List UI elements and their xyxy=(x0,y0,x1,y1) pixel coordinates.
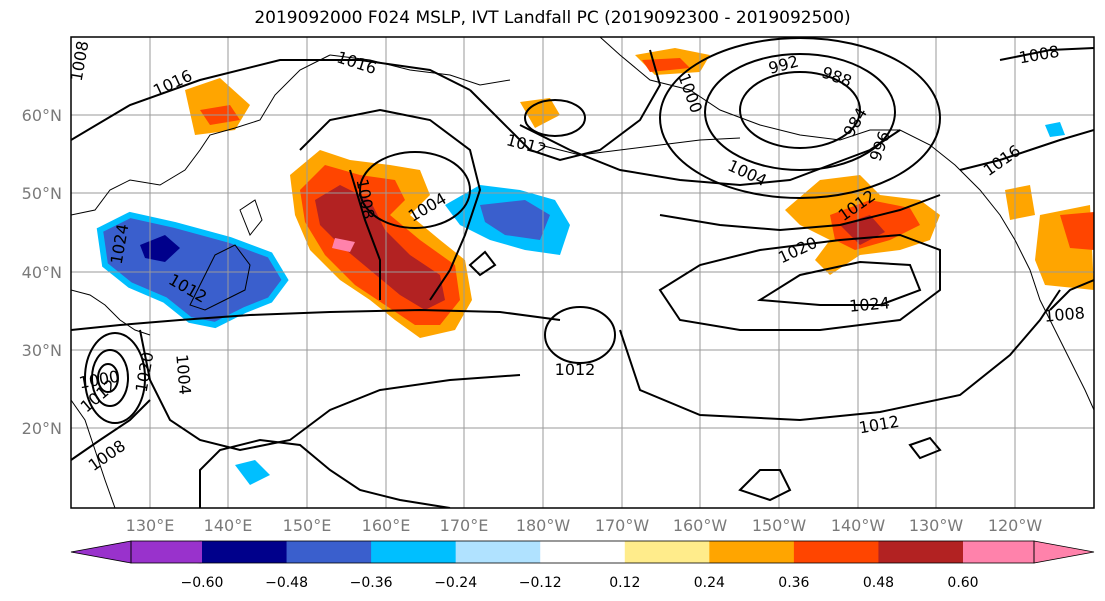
longitude-label: 130°E xyxy=(126,516,175,535)
colorbar-tick-label: −0.24 xyxy=(434,575,477,591)
isobar-label: 1024 xyxy=(848,293,890,315)
isobar-label: 996 xyxy=(866,129,894,164)
colorbar-tick-label: 0.12 xyxy=(609,575,640,591)
longitude-label: 180°W xyxy=(516,516,571,535)
longitude-label: 160°E xyxy=(362,516,411,535)
isobar-label: 1004 xyxy=(172,353,194,395)
latitude-label: 60°N xyxy=(22,106,62,125)
latitude-labels: 60°N 50°N 40°N 30°N 20°N xyxy=(22,106,62,438)
latitude-label: 30°N xyxy=(22,341,62,360)
colorbar-extend-high xyxy=(1033,540,1095,564)
isobar-label: 1008 xyxy=(85,436,129,475)
colorbar-tick-label: −0.48 xyxy=(265,575,308,591)
colorbar-tick-labels: −0.60 −0.48 −0.36 −0.24 −0.12 0.12 0.24 0.36 0.4… xyxy=(181,575,979,591)
longitude-label: 160°W xyxy=(673,516,728,535)
isobar-label: 1016 xyxy=(334,47,379,78)
colorbar-segment xyxy=(709,541,795,563)
colorbar-extend-low-outline xyxy=(70,540,132,564)
colorbar-tick-label: −0.36 xyxy=(350,575,393,591)
graticule xyxy=(71,37,1094,508)
colorbar-segment xyxy=(963,541,1034,563)
colorbar-segment xyxy=(131,541,202,563)
longitude-labels: 130°E 140°E 150°E 160°E 170°E 180°W 170°W 160°W… xyxy=(126,516,1043,535)
longitude-label: 130°W xyxy=(909,516,964,535)
isobar-label: 1008 xyxy=(1017,42,1060,68)
colorbar-segment xyxy=(624,541,710,563)
latitude-label: 20°N xyxy=(22,419,62,438)
coastlines xyxy=(71,37,1094,508)
longitude-label: 120°W xyxy=(988,516,1043,535)
longitude-label: 140°W xyxy=(831,516,886,535)
isobar-label: 1008 xyxy=(1043,303,1085,325)
colorbar-tick-label: 0.48 xyxy=(863,575,894,591)
isobar-label: 1012 xyxy=(857,412,900,438)
longitude-label: 170°E xyxy=(440,516,489,535)
ivt-shading xyxy=(96,48,1094,485)
colorbar-tick-label: −0.12 xyxy=(519,575,562,591)
map-title: 2019092000 F024 MSLP, IVT Landfall PC (2… xyxy=(254,8,851,28)
isobar-label: 988 xyxy=(819,63,854,91)
isobar-label: 1020 xyxy=(775,233,820,267)
colorbar-tick-label: 0.24 xyxy=(694,575,725,591)
colorbar-segment xyxy=(371,541,457,563)
longitude-label: 150°W xyxy=(752,516,807,535)
colorbar-tick-label: 0.36 xyxy=(778,575,809,591)
colorbar-segment xyxy=(455,541,541,563)
colorbar-outline xyxy=(130,540,1035,564)
colorbar-segment xyxy=(878,541,964,563)
latitude-label: 50°N xyxy=(22,184,62,203)
longitude-label: 140°E xyxy=(204,516,253,535)
colorbar-segment xyxy=(540,541,626,563)
colorbar-tick-label: −0.60 xyxy=(181,575,224,591)
colorbar-tick-label: 0.60 xyxy=(947,575,978,591)
isobar-label: 1012 xyxy=(555,360,596,379)
isobar-label: 1016 xyxy=(980,141,1024,180)
map-frame xyxy=(70,36,1095,509)
longitude-label: 170°W xyxy=(595,516,650,535)
latitude-label: 40°N xyxy=(22,263,62,282)
colorbar-segment xyxy=(286,541,372,563)
colorbar-segment xyxy=(202,541,288,563)
colorbar xyxy=(70,540,1095,564)
longitude-label: 150°E xyxy=(283,516,332,535)
isobars xyxy=(71,37,1094,508)
colorbar-segment xyxy=(793,541,879,563)
isobar-label: 1000 xyxy=(674,71,706,116)
